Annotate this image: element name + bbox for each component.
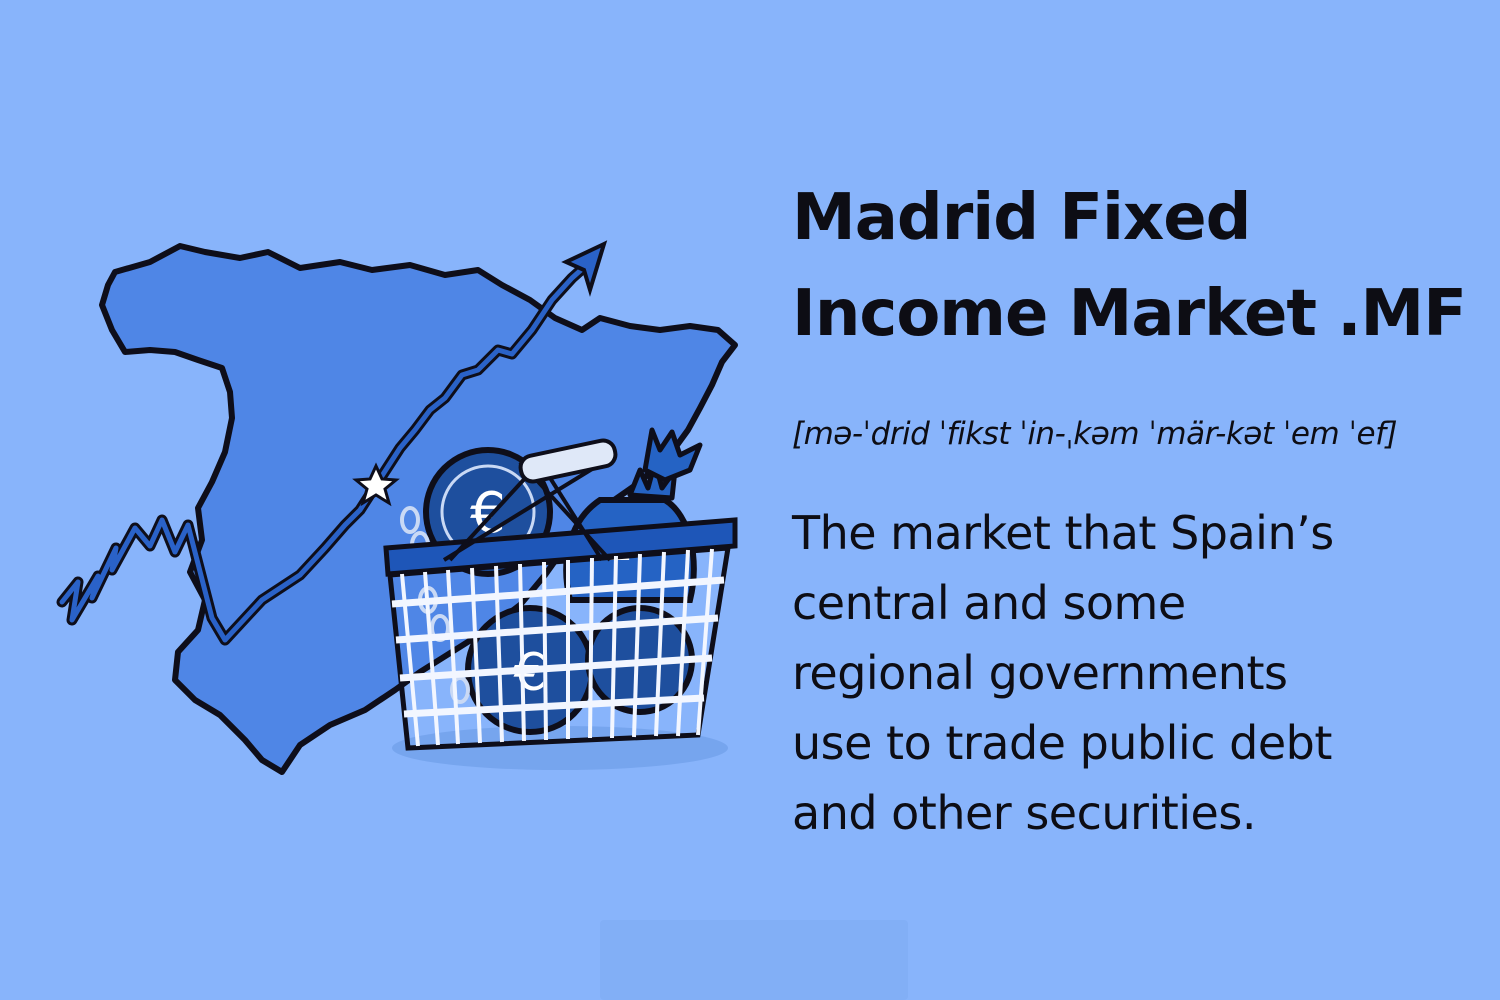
pronunciation: [mə-ˈdrid ˈfikst ˈin-ˌkəm ˈmär-kət ˈem ˈ… (792, 416, 1482, 452)
definition-line: regional governments (792, 638, 1482, 708)
title-line: Income Market .MF (792, 266, 1482, 362)
definition-line: and other securities. (792, 778, 1482, 848)
definition-line: central and some (792, 568, 1482, 638)
title-line: Madrid Fixed (792, 170, 1482, 266)
definition-line: use to trade public debt (792, 708, 1482, 778)
definition-text: The market that Spain’s central and some… (792, 498, 1482, 848)
definition-line: The market that Spain’s (792, 498, 1482, 568)
watermark-bar (600, 920, 908, 1000)
svg-text:€: € (470, 481, 506, 546)
definition-card: Madrid Fixed Income Market .MF [mə-ˈdrid… (792, 170, 1482, 848)
page-title: Madrid Fixed Income Market .MF (792, 170, 1482, 362)
